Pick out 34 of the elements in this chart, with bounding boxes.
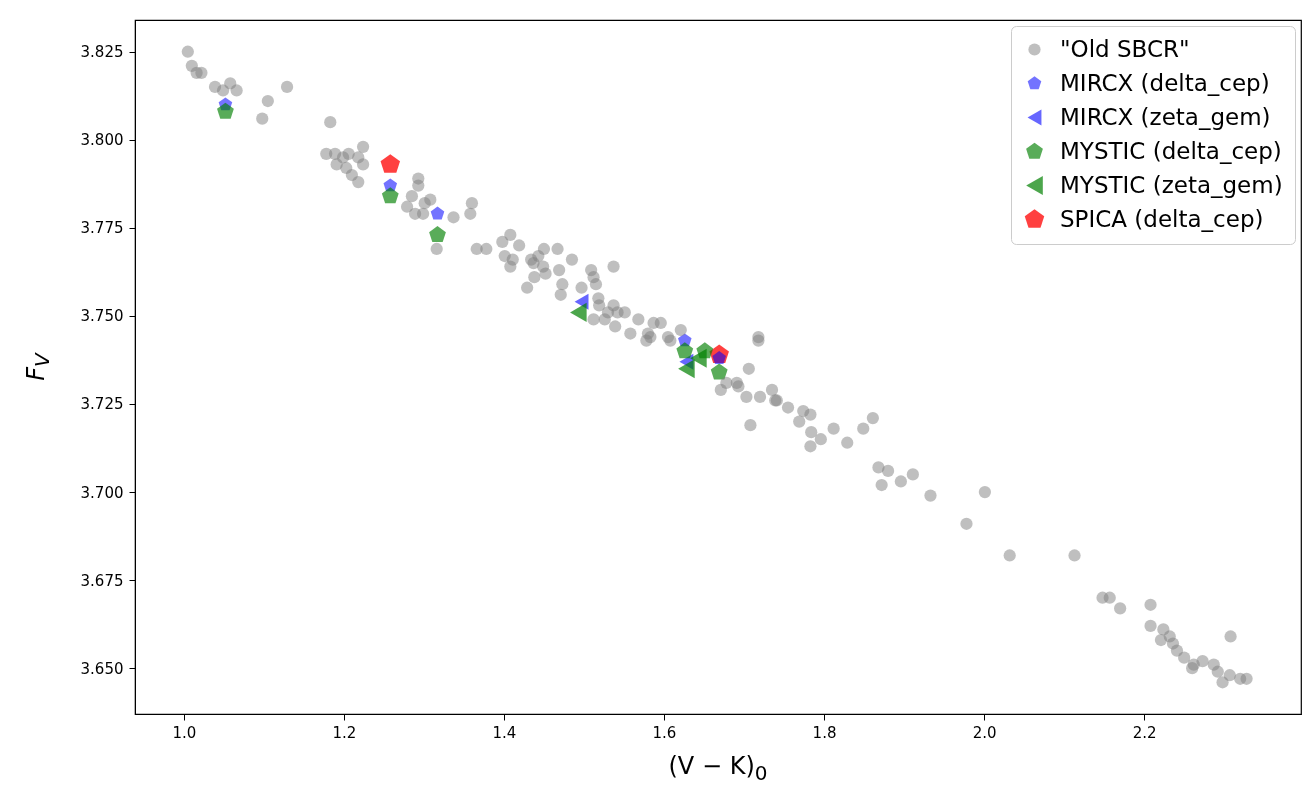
point (429, 226, 446, 243)
point (381, 187, 399, 204)
point (678, 359, 695, 379)
legend-label: MIRCX (zeta_gem) (1060, 103, 1271, 130)
x-tick-label: 2.2 (1132, 723, 1157, 742)
y-tick-label: 3.725 (80, 395, 124, 414)
point (710, 363, 728, 380)
legend-label: MYSTIC (zeta_gem) (1060, 171, 1283, 198)
x-tick-label: 1.0 (172, 723, 197, 742)
point (696, 342, 714, 359)
x-axis-title: (V − K)$_{0}$ (667, 752, 769, 785)
point (690, 348, 707, 368)
y-tick-label: 3.650 (80, 659, 124, 678)
y-tick-label: 3.675 (80, 571, 124, 590)
y-tick-label: 3.800 (80, 131, 124, 150)
y-tick-label: 3.825 (80, 43, 124, 62)
y-tick-label: 3.750 (80, 307, 124, 326)
legend-label: SPICA (delta_cep) (1060, 205, 1264, 232)
x-tick-label: 1.6 (652, 723, 677, 742)
point (676, 342, 694, 359)
point (570, 302, 587, 322)
legend-label: MIRCX (delta_cep) (1060, 69, 1270, 96)
point (380, 154, 401, 173)
x-tick-label: 1.2 (332, 723, 357, 742)
x-tick-label: 1.8 (812, 723, 837, 742)
point (217, 102, 234, 119)
x-tick-label: 1.4 (492, 723, 517, 742)
x-tick-label: 2.0 (972, 723, 997, 742)
legend-label: "Old SBCR" (1060, 35, 1190, 62)
point (709, 344, 729, 363)
legend-label: MYSTIC (delta_cep) (1060, 137, 1282, 164)
y-tick-label: 3.700 (80, 483, 124, 502)
y-tick-label: 3.775 (80, 219, 124, 238)
point (430, 206, 445, 220)
